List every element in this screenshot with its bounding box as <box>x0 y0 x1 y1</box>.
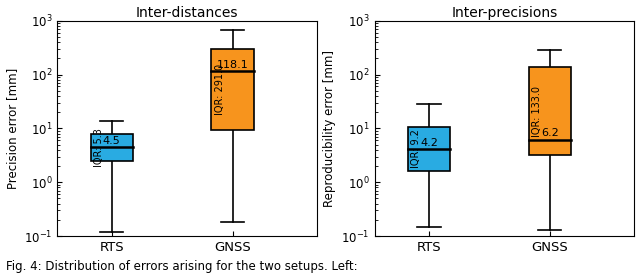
Text: 6.2: 6.2 <box>541 128 559 138</box>
Text: IQR: 291.0: IQR: 291.0 <box>215 64 225 115</box>
Bar <box>408 127 450 171</box>
Text: 4.5: 4.5 <box>103 136 121 146</box>
Bar <box>91 134 133 161</box>
Text: 4.2: 4.2 <box>420 137 438 147</box>
Text: IQR: 9.2: IQR: 9.2 <box>412 129 422 168</box>
Text: IQR: 133.0: IQR: 133.0 <box>532 86 542 137</box>
Title: Inter-precisions: Inter-precisions <box>451 6 557 20</box>
Y-axis label: Reproducibility error [mm]: Reproducibility error [mm] <box>323 50 336 207</box>
Bar <box>529 67 571 155</box>
Text: IQR: 5.3: IQR: 5.3 <box>94 128 104 167</box>
Title: Inter-distances: Inter-distances <box>136 6 239 20</box>
Bar <box>211 49 254 129</box>
Y-axis label: Precision error [mm]: Precision error [mm] <box>6 68 19 189</box>
Text: 118.1: 118.1 <box>217 60 248 70</box>
Text: Fig. 4: Distribution of errors arising for the two setups. Left:: Fig. 4: Distribution of errors arising f… <box>6 260 358 273</box>
